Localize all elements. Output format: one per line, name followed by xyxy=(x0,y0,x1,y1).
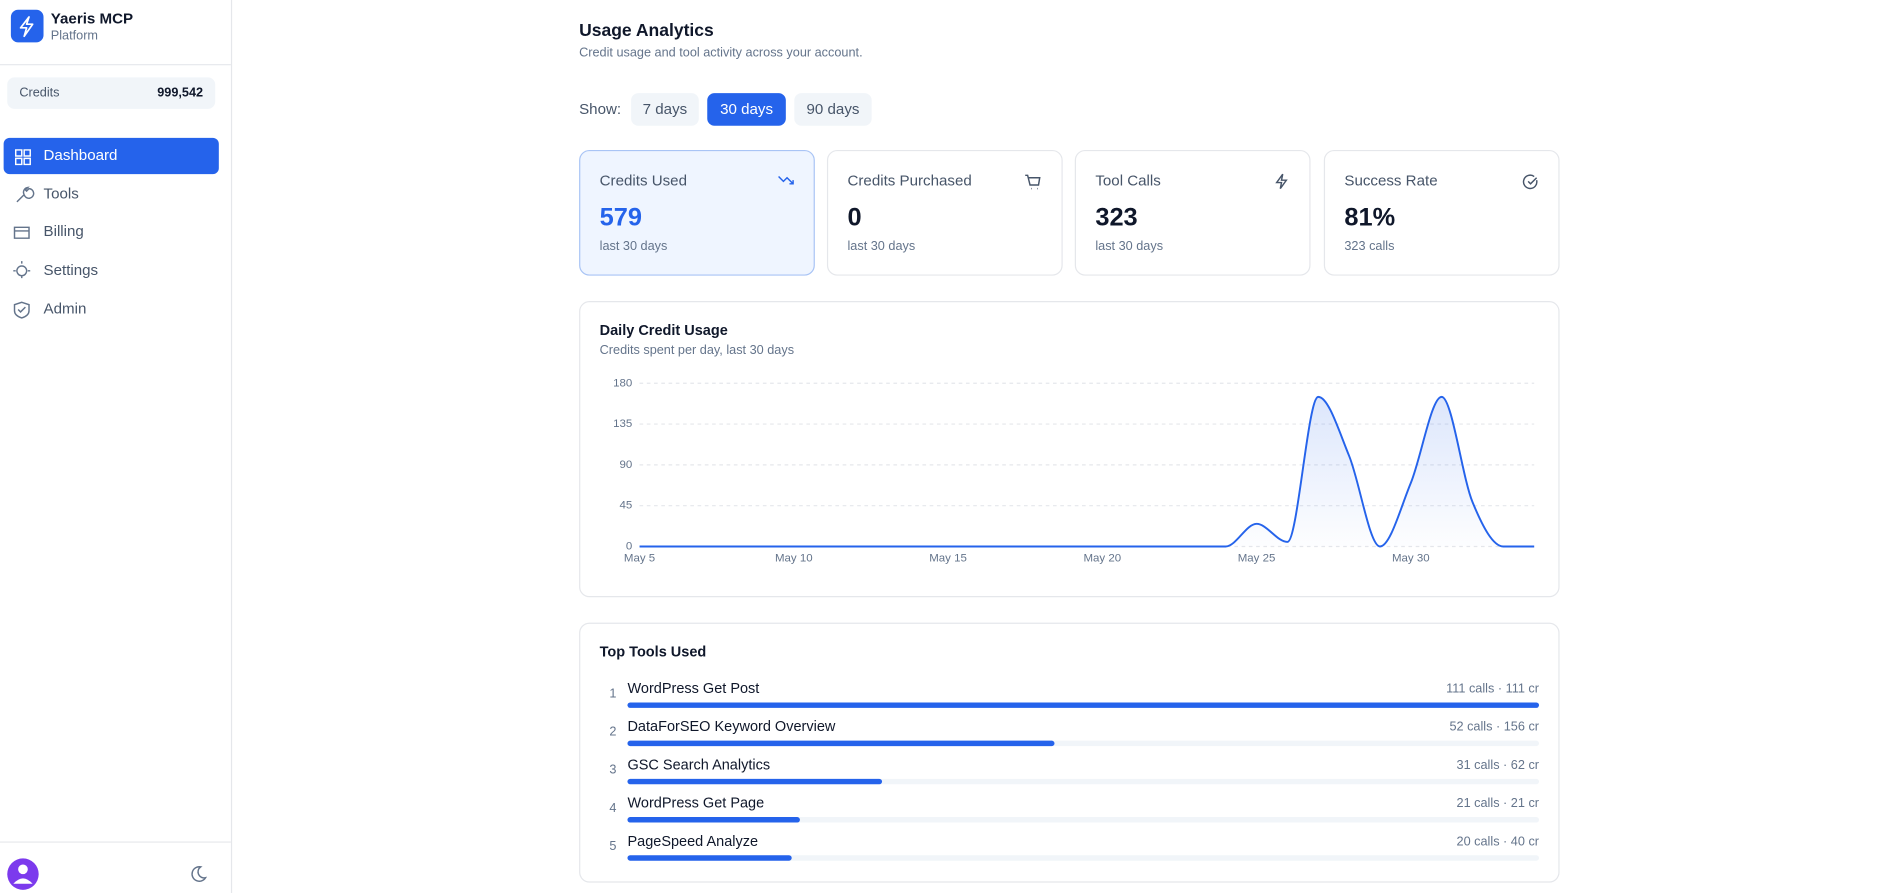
tool-stats: 111 calls · 111 cr xyxy=(1446,682,1540,696)
x-tick-label: May 25 xyxy=(1238,553,1276,565)
x-tick-label: May 15 xyxy=(929,553,967,565)
stat-card xyxy=(579,149,815,276)
credits-label: Credits xyxy=(19,85,59,99)
tool-rank: 5 xyxy=(609,839,616,853)
tool-bar xyxy=(627,855,792,861)
avatar-icon xyxy=(18,864,28,875)
line xyxy=(639,395,1535,548)
tool-stats: 21 calls · 21 cr xyxy=(1457,796,1540,810)
avatar-icon xyxy=(13,878,33,884)
tool-name: GSC Search Analytics xyxy=(627,757,770,773)
nav-active xyxy=(3,137,219,175)
nav-item[interactable]: Settings xyxy=(44,262,99,279)
stat-label: Credits Used xyxy=(600,172,687,189)
nav-icon xyxy=(13,261,31,279)
tool-stats: 52 calls · 156 cr xyxy=(1449,720,1539,734)
stat-sub: last 30 days xyxy=(600,239,668,253)
x-tick-label: May 10 xyxy=(775,553,813,565)
stat-icon xyxy=(1275,173,1288,190)
tool-rank: 1 xyxy=(609,686,616,700)
stat-value: 323 xyxy=(1095,204,1137,232)
tool-bar xyxy=(627,778,883,785)
tool-name: WordPress Get Post xyxy=(627,681,759,697)
nav-icon xyxy=(14,149,31,166)
stat-card xyxy=(1323,149,1560,276)
x-tick-label: May 30 xyxy=(1392,553,1430,565)
stat-icon xyxy=(1522,174,1538,190)
stat-value: 579 xyxy=(600,204,642,232)
tool-bar-track xyxy=(627,817,1540,823)
nav-icon xyxy=(13,226,30,239)
tools-title: Top Tools Used xyxy=(600,645,707,661)
stat-label: Credits Purchased xyxy=(847,172,971,189)
tool-bar xyxy=(627,702,1540,708)
stat-value: 0 xyxy=(847,204,861,232)
y-tick-label: 45 xyxy=(620,500,633,512)
stat-sub: last 30 days xyxy=(1095,239,1163,253)
tool-rank: 2 xyxy=(609,725,616,739)
chart-title: Daily Credit Usage xyxy=(600,323,728,339)
y-tick-label: 0 xyxy=(626,541,632,553)
stat-label: Success Rate xyxy=(1344,172,1437,189)
brand: Yaeris MCP xyxy=(51,10,133,27)
y-tick-label: 135 xyxy=(613,418,632,430)
filter-button[interactable] xyxy=(631,93,699,126)
credits-box xyxy=(7,77,216,109)
logo-icon xyxy=(19,16,34,38)
nav-icon xyxy=(16,186,35,203)
tool-name: DataForSEO Keyword Overview xyxy=(627,719,835,735)
filter-button[interactable] xyxy=(707,93,786,126)
credits-value: 999,542 xyxy=(157,85,203,99)
x-tick-label: May 20 xyxy=(1083,553,1121,565)
filter-label[interactable]: 7 days xyxy=(643,101,688,118)
nav-item[interactable]: Admin xyxy=(44,301,87,318)
tool-bar xyxy=(627,740,1055,747)
tool-bar xyxy=(627,817,800,823)
y-tick-label: 180 xyxy=(613,377,632,389)
filter-label[interactable]: 90 days xyxy=(807,101,860,118)
filter-label[interactable]: 30 days xyxy=(720,101,773,118)
chart-subtitle: Credits spent per day, last 30 days xyxy=(600,343,794,357)
stat-value: 81% xyxy=(1344,204,1395,232)
filter-button[interactable] xyxy=(794,93,872,126)
filter-label: Show: xyxy=(579,101,621,118)
area xyxy=(639,396,1535,547)
theme-toggle[interactable] xyxy=(191,866,208,882)
stat-sub: last 30 days xyxy=(847,239,915,253)
nav-item[interactable]: Billing xyxy=(44,223,84,240)
stat-icon xyxy=(1025,174,1041,190)
stat-label: Tool Calls xyxy=(1095,172,1161,189)
page-subtitle: Credit usage and tool activity across yo… xyxy=(579,46,863,60)
tool-name: PageSpeed Analyze xyxy=(627,834,758,850)
y-tick-label: 90 xyxy=(620,459,633,471)
stat-icon xyxy=(778,176,794,185)
tool-bar-track xyxy=(627,855,1540,861)
nav-item[interactable]: Tools xyxy=(44,186,80,203)
tool-stats: 31 calls · 62 cr xyxy=(1457,758,1540,772)
stat-card xyxy=(1074,149,1311,276)
tool-name: WordPress Get Page xyxy=(627,796,764,812)
tool-rank: 3 xyxy=(609,763,616,777)
stat-card xyxy=(826,149,1063,276)
nav-icon xyxy=(13,301,30,319)
tool-stats: 20 calls · 40 cr xyxy=(1457,834,1540,848)
tool-rank: 4 xyxy=(609,801,616,815)
brand-sub: Platform xyxy=(51,29,98,43)
stat-sub: 323 calls xyxy=(1344,239,1394,253)
x-tick-label: May 5 xyxy=(624,553,655,565)
logo xyxy=(10,9,44,43)
page-title: Usage Analytics xyxy=(579,20,714,40)
nav-item[interactable]: Dashboard xyxy=(44,147,118,164)
